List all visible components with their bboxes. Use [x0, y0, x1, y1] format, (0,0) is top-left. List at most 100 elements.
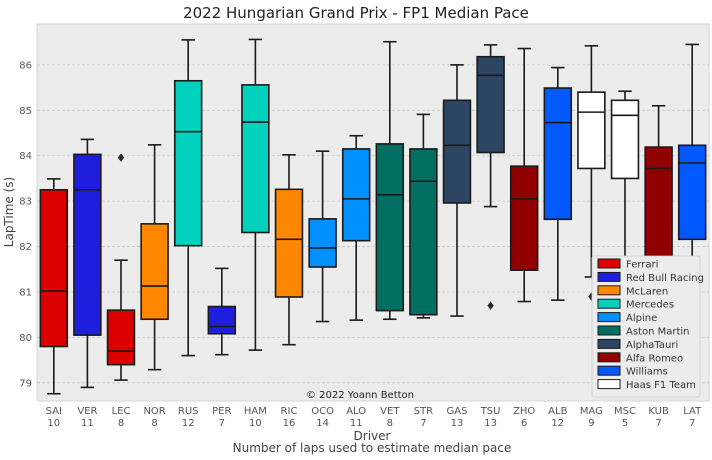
x-tick-laps: 9: [588, 418, 594, 429]
y-tick-label: 83: [19, 197, 32, 208]
x-tick-laps: 8: [387, 418, 393, 429]
outlier-marker: [117, 153, 125, 162]
iqr-box: [409, 148, 438, 316]
iqr-box: [375, 143, 405, 312]
iqr-box: [577, 91, 606, 170]
legend-label: Red Bull Racing: [626, 273, 704, 284]
iqr-box: [207, 305, 237, 335]
x-tick-driver: OCO: [311, 406, 334, 417]
legend-label: Alfa Romeo: [626, 353, 683, 364]
x-tick-driver: KUB: [648, 406, 669, 417]
chart-title: 2022 Hungarian Grand Prix - FP1 Median P…: [183, 4, 529, 22]
x-tick-laps: 8: [118, 418, 124, 429]
iqr-box: [610, 99, 640, 180]
x-axis-label: Driver: [354, 429, 391, 443]
legend-swatch: [597, 285, 621, 296]
x-tick-laps: 16: [283, 418, 296, 429]
box-sai: [39, 178, 69, 395]
legend-swatch: [597, 298, 621, 309]
x-tick-laps: 11: [81, 418, 94, 429]
x-tick-driver: LAT: [683, 406, 702, 417]
x-tick-driver: VET: [380, 406, 400, 417]
x-tick-laps: 6: [521, 418, 527, 429]
x-tick-driver: STR: [414, 406, 433, 417]
y-tick-label: 81: [19, 287, 32, 298]
box-alo: [341, 134, 371, 321]
x-tick-driver: MSC: [614, 406, 636, 417]
x-tick-laps: 5: [622, 418, 628, 429]
legend-label: Alpine: [626, 313, 657, 324]
box-tsu: [476, 44, 505, 310]
iqr-box: [442, 99, 472, 204]
x-tick-laps: 13: [451, 418, 464, 429]
box-vet: [375, 40, 405, 321]
box-per: [207, 267, 237, 356]
legend-label: Haas F1 Team: [626, 380, 696, 391]
iqr-box: [677, 144, 707, 241]
iqr-box: [341, 148, 371, 242]
iqr-box: [308, 218, 337, 268]
boxes-layer: [39, 38, 707, 395]
x-tick-laps: 7: [219, 418, 225, 429]
legend-label: AlphaTauri: [626, 340, 678, 351]
x-tick-driver: SAI: [46, 406, 62, 417]
iqr-box: [173, 79, 203, 247]
box-nor: [140, 144, 169, 371]
legend-swatch: [597, 352, 621, 363]
box-oco: [308, 150, 337, 323]
iqr-box: [509, 165, 539, 271]
y-tick-label: 79: [19, 378, 32, 389]
box-alb: [543, 66, 573, 301]
legend-label: Williams: [626, 367, 668, 378]
x-tick-laps: 13: [484, 418, 497, 429]
iqr-box: [543, 87, 573, 221]
x-tick-driver: ZHO: [513, 406, 535, 417]
x-tick-driver: GAS: [447, 406, 468, 417]
legend-label: Aston Martin: [626, 327, 690, 338]
y-tick-label: 84: [19, 151, 32, 162]
x-tick-driver: NOR: [143, 406, 165, 417]
iqr-box: [140, 223, 169, 321]
box-ham: [241, 38, 270, 351]
x-tick-driver: PER: [212, 406, 231, 417]
legend-items: Ferrari Red Bull Racing McLaren Mercedes Alp…: [597, 258, 704, 391]
box-rus: [173, 39, 203, 357]
iqr-box: [644, 146, 673, 269]
y-axis-ticks: 79 80 81 82 83 84 85 86: [19, 60, 32, 389]
box-ver: [73, 138, 102, 389]
y-tick-label: 80: [19, 333, 32, 344]
x-tick-driver: RUS: [178, 406, 199, 417]
x-tick-driver: HAM: [244, 406, 267, 417]
x-tick-driver: TSU: [480, 406, 501, 417]
x-tick-driver: ALB: [548, 406, 567, 417]
x-tick-driver: LEC: [112, 406, 131, 417]
legend-label: Ferrari: [626, 260, 658, 271]
copyright-note: © 2022 Yoann Betton: [306, 390, 414, 401]
y-axis-label: LapTime (s): [2, 177, 16, 247]
legend-swatch: [597, 271, 621, 282]
x-tick-driver: RIC: [281, 406, 298, 417]
box-msc: [610, 90, 640, 275]
iqr-box: [241, 84, 270, 234]
x-tick-laps: 10: [249, 418, 262, 429]
box-lec: [106, 153, 136, 381]
x-tick-laps: 7: [420, 418, 426, 429]
legend-swatch: [597, 379, 621, 390]
iqr-box: [274, 188, 304, 298]
iqr-box: [39, 188, 69, 348]
iqr-box: [106, 309, 136, 366]
x-tick-laps: 11: [350, 418, 363, 429]
x-tick-laps: 8: [151, 418, 157, 429]
y-tick-label: 82: [19, 242, 32, 253]
box-ric: [274, 154, 304, 346]
x-tick-driver: VER: [77, 406, 97, 417]
y-tick-label: 86: [19, 60, 32, 71]
iqr-box: [476, 55, 505, 154]
iqr-box: [73, 153, 102, 336]
box-mag: [577, 45, 606, 301]
outlier-marker: [487, 301, 494, 310]
x-tick-laps: 7: [655, 418, 661, 429]
x-tick-laps: 12: [182, 418, 195, 429]
